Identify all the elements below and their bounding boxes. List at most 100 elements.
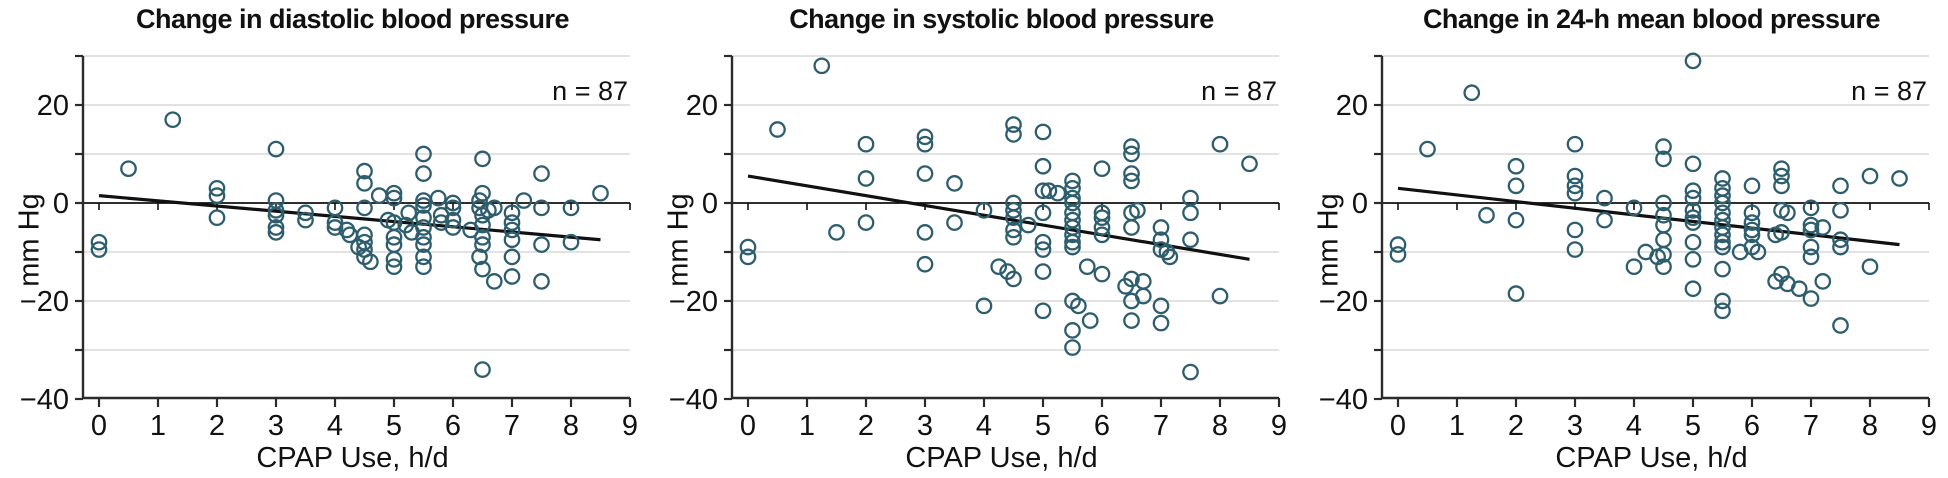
data-point [1625,199,1643,217]
data-point [471,248,488,266]
data-point [120,160,137,178]
data-point [208,179,226,197]
data-point [444,199,462,217]
data-point [1832,231,1849,249]
y-tick-label: −20 [669,286,718,318]
data-point [164,111,182,129]
data-point [1861,258,1879,276]
data-point [1034,302,1052,320]
data-point [1211,135,1229,153]
data-point [1241,155,1258,173]
data-point [370,187,388,204]
data-point [1743,226,1761,244]
y-tick-label: 0 [1352,188,1368,220]
data-point [1714,187,1731,204]
data-point [474,260,491,278]
data-point [916,224,934,241]
data-point [1802,216,1820,234]
data-point [1773,160,1790,178]
data-point [1478,206,1495,224]
data-point [1655,138,1672,155]
data-point [1152,314,1170,332]
data-point [415,209,432,227]
data-point [1019,216,1037,234]
x-tick-label: 3 [268,410,284,442]
data-point [485,273,503,290]
data-point [975,202,993,219]
y-tick-label: 20 [686,90,718,122]
data-point [1161,248,1179,266]
data-point [1034,204,1052,222]
data-point [1714,292,1731,310]
x-tick-label: 7 [504,410,520,442]
data-point [356,199,373,217]
data-point [474,216,491,234]
x-tick-label: 5 [386,410,402,442]
data-point [1832,177,1849,195]
data-point [1802,221,1820,239]
data-point [444,219,462,236]
data-point [1714,302,1731,320]
data-point [1655,206,1672,224]
data-point [990,258,1008,276]
data-point [1802,248,1820,266]
data-point [90,241,108,258]
data-point [813,57,831,75]
data-point [1005,126,1022,143]
x-tick-label: 3 [1567,410,1583,442]
data-point [1507,285,1525,302]
data-point [385,251,403,268]
data-point [975,297,993,315]
x-axis-label: CPAP Use, h/d [905,442,1098,474]
data-point [326,219,344,236]
data-point [1655,231,1672,249]
data-point [1211,287,1229,305]
data-point [415,197,432,214]
sample-size-label: n = 87 [1201,76,1277,106]
data-point [592,184,609,202]
data-point [415,145,432,163]
data-point [474,228,491,246]
data-point [385,184,403,202]
x-tick-label: 6 [1744,410,1760,442]
data-point [1123,312,1140,329]
y-tick-label: 20 [1336,90,1368,122]
data-point [267,224,285,241]
data-point [1684,52,1702,70]
data-point [1566,221,1584,239]
trend-line [98,194,601,242]
data-point [828,224,845,241]
x-tick-label: 8 [563,410,579,442]
data-point [503,221,521,239]
data-point [1773,167,1790,185]
data-point [1684,209,1702,227]
data-point [1714,226,1731,244]
data-point [326,214,344,231]
x-tick-label: 2 [1508,410,1524,442]
data-point [916,128,934,146]
data-point [1005,221,1022,239]
panel-24h-mean: Change in 24-h mean blood pressure n = 8… [1299,0,1948,478]
panel-title: Change in systolic blood pressure [789,4,1214,34]
data-point [1152,219,1170,236]
data-point [1743,214,1761,231]
data-point [1625,258,1643,276]
data-point [1596,211,1613,229]
x-tick-label: 4 [327,410,343,442]
panel-diastolic: Change in diastolic blood pressure n = 8… [0,0,650,478]
data-point [474,184,491,202]
data-point [769,121,786,138]
x-tick-label: 1 [799,410,815,442]
data-point [1123,138,1140,155]
data-point [385,258,403,276]
data-point [1773,177,1790,195]
data-point [1005,228,1022,246]
y-tick-label: −40 [669,384,718,416]
data-point [1743,177,1761,195]
data-point [1832,317,1849,334]
data-point [1655,258,1672,276]
data-point [1684,233,1702,251]
data-point [515,192,533,209]
data-point [267,219,285,236]
